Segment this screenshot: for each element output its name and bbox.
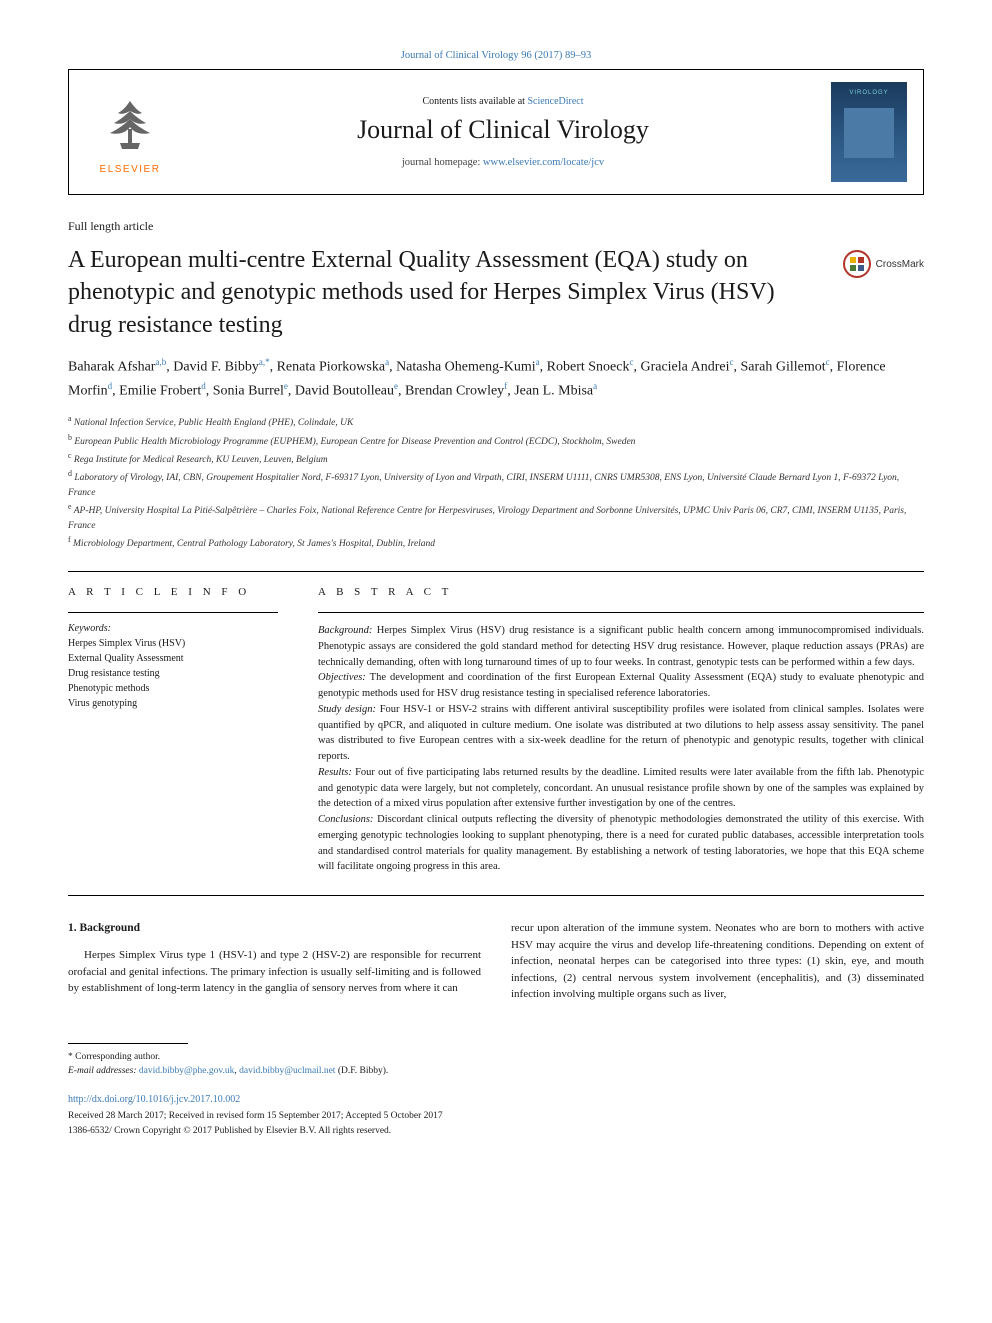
- section-heading-background: 1. Background: [68, 920, 481, 937]
- elsevier-logo[interactable]: ELSEVIER: [85, 90, 175, 175]
- contents-line: Contents lists available at ScienceDirec…: [175, 96, 831, 107]
- keyword-item: Drug resistance testing: [68, 666, 278, 681]
- divider: [68, 571, 924, 572]
- sciencedirect-link[interactable]: ScienceDirect: [527, 96, 583, 107]
- abstract-section: Study design: Four HSV-1 or HSV-2 strain…: [318, 702, 924, 765]
- keyword-item: Virus genotyping: [68, 696, 278, 711]
- received-line: Received 28 March 2017; Received in revi…: [68, 1109, 924, 1123]
- elsevier-tree-icon: [95, 90, 165, 160]
- cover-image: [844, 108, 894, 158]
- doi-link[interactable]: http://dx.doi.org/10.1016/j.jcv.2017.10.…: [68, 1094, 240, 1105]
- abstract-heading: A B S T R A C T: [318, 586, 924, 598]
- divider: [68, 612, 278, 613]
- journal-reference: Journal of Clinical Virology 96 (2017) 8…: [68, 50, 924, 61]
- journal-name: Journal of Clinical Virology: [175, 115, 831, 145]
- email-line: E-mail addresses: david.bibby@phe.gov.uk…: [68, 1064, 924, 1078]
- divider: [68, 895, 924, 896]
- abstract-text: Background: Herpes Simplex Virus (HSV) d…: [318, 623, 924, 875]
- cover-title: VIROLOGY: [849, 90, 888, 96]
- elsevier-wordmark: ELSEVIER: [100, 164, 161, 175]
- abstract-section: Conclusions: Discordant clinical outputs…: [318, 812, 924, 875]
- journal-header: ELSEVIER Contents lists available at Sci…: [68, 69, 924, 195]
- copyright-line: 1386-6532/ Crown Copyright © 2017 Publis…: [68, 1124, 924, 1138]
- article-info-heading: A R T I C L E I N F O: [68, 586, 278, 598]
- affiliations-list: a National Infection Service, Public Hea…: [68, 413, 924, 551]
- body-paragraph: Herpes Simplex Virus type 1 (HSV-1) and …: [68, 947, 481, 997]
- authors-list: Baharak Afshara,b, David F. Bibbya,*, Re…: [68, 355, 924, 403]
- affiliation-line: b European Public Health Microbiology Pr…: [68, 432, 924, 449]
- affiliation-line: f Microbiology Department, Central Patho…: [68, 534, 924, 551]
- journal-cover-thumbnail[interactable]: VIROLOGY: [831, 82, 907, 182]
- crossmark-label: CrossMark: [876, 259, 924, 270]
- keywords-label: Keywords:: [68, 623, 278, 634]
- abstract-section: Background: Herpes Simplex Virus (HSV) d…: [318, 623, 924, 670]
- abstract-section: Objectives: The development and coordina…: [318, 670, 924, 702]
- corresponding-author: * Corresponding author.: [68, 1050, 924, 1064]
- article-type: Full length article: [68, 219, 924, 234]
- crossmark-badge[interactable]: CrossMark: [843, 250, 924, 278]
- affiliation-line: d Laboratory of Virology, IAI, CBN, Grou…: [68, 468, 924, 500]
- homepage-link[interactable]: www.elsevier.com/locate/jcv: [483, 157, 604, 168]
- footer: * Corresponding author. E-mail addresses…: [68, 1043, 924, 1139]
- affiliation-line: c Rega Institute for Medical Research, K…: [68, 450, 924, 467]
- keyword-item: Herpes Simplex Virus (HSV): [68, 636, 278, 651]
- affiliation-line: e AP-HP, University Hospital La Pitié-Sa…: [68, 501, 924, 533]
- keyword-item: Phenotypic methods: [68, 681, 278, 696]
- email-link-2[interactable]: david.bibby@uclmail.net: [239, 1066, 335, 1076]
- body-paragraph: recur upon alteration of the immune syst…: [511, 920, 924, 1003]
- divider: [318, 612, 924, 613]
- homepage-line: journal homepage: www.elsevier.com/locat…: [175, 157, 831, 168]
- article-title: A European multi-centre External Quality…: [68, 244, 823, 341]
- affiliation-line: a National Infection Service, Public Hea…: [68, 413, 924, 430]
- crossmark-icon: [843, 250, 871, 278]
- keywords-list: Herpes Simplex Virus (HSV)External Quali…: [68, 636, 278, 711]
- abstract-section: Results: Four out of five participating …: [318, 765, 924, 812]
- keyword-item: External Quality Assessment: [68, 651, 278, 666]
- email-link-1[interactable]: david.bibby@phe.gov.uk: [139, 1066, 234, 1076]
